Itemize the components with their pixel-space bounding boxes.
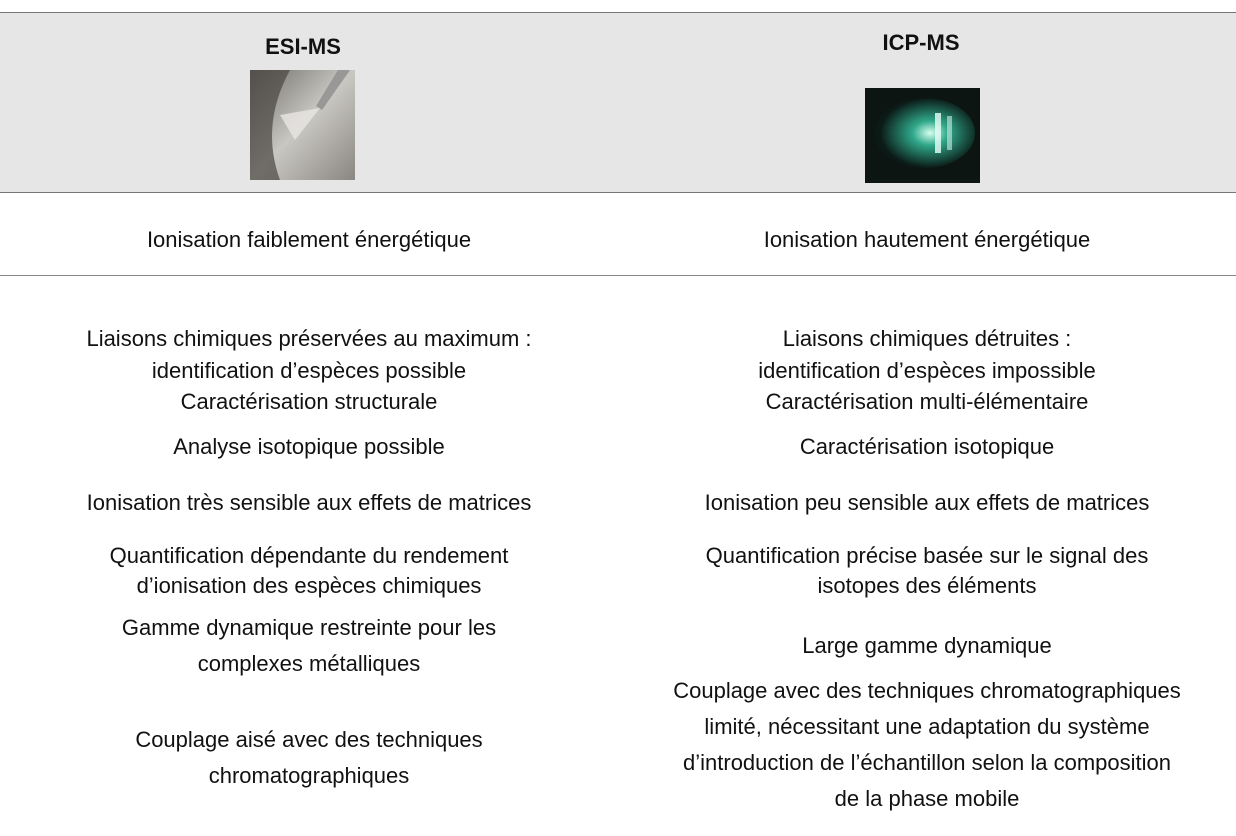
cell-text: Gamme dynamique restreinte pour les [121,615,497,640]
cell-text: Couplage aisé avec des techniques [135,727,483,752]
cell-text: identification d’espèces impossible [758,358,1096,383]
table-cell: Couplage aisé avec des techniques chromat… [0,722,618,794]
table-cell: Analyse isotopique possible [0,430,618,464]
cell-text: Ionisation peu sensible aux effets de ma… [704,490,1150,515]
cell-text: Ionisation hautement énergétique [763,227,1091,252]
cell-text: Ionisation faiblement énergétique [146,227,472,252]
cell-text: Quantification précise basée sur le sign… [705,543,1149,568]
cell-text: limité, nécessitant une adaptation du sy… [704,714,1150,739]
table-cell: Ionisation très sensible aux effets de m… [0,486,618,520]
table-cell: Liaisons chimiques détruites : identifica… [618,323,1236,387]
cell-text: Caractérisation isotopique [799,434,1055,459]
cell-text: Liaisons chimiques préservées au maximum… [86,326,532,351]
table-cell: Couplage avec des techniques chromatogra… [618,673,1236,817]
table-cell: Caractérisation structurale [0,385,618,419]
cell-text: Large gamme dynamique [802,633,1052,658]
cell-text: complexes métalliques [197,651,421,676]
cell-text: isotopes des éléments [817,573,1037,598]
cell-text: Caractérisation multi-élémentaire [765,389,1089,414]
table-cell: Ionisation peu sensible aux effets de ma… [618,486,1236,520]
cell-text: Ionisation très sensible aux effets de m… [86,490,532,515]
table-cell: Quantification précise basée sur le sign… [618,541,1236,601]
cell-text: Quantification dépendante du rendement [109,543,509,568]
cell-text: Couplage avec des techniques chromatogra… [673,678,1181,703]
table-cell: Large gamme dynamique [618,629,1236,663]
cell-text: Liaisons chimiques détruites : [782,326,1072,351]
column-title: ICP-MS [882,30,960,55]
column-title: ESI-MS [265,34,341,59]
table-cell: Quantification dépendante du rendement d’… [0,541,618,601]
table-cell: Gamme dynamique restreinte pour les compl… [0,610,618,682]
table-cell: Ionisation hautement énergétique [618,223,1236,257]
cell-text: de la phase mobile [834,786,1020,811]
cell-text: identification d’espèces possible [151,358,467,383]
cell-text: d’introduction de l’échantillon selon la… [683,750,1171,775]
table-cell: Liaisons chimiques préservées au maximum… [0,323,618,387]
header-band [0,12,1236,193]
icp-image [865,88,980,183]
table-cell: Ionisation faiblement énergétique [0,223,618,257]
cell-text: Analyse isotopique possible [173,434,445,459]
table-cell: Caractérisation multi-élémentaire [618,385,1236,419]
esi-image [250,70,355,180]
cell-text: d’ionisation des espèces chimiques [136,573,482,598]
row-divider [0,275,1236,276]
cell-text: chromatographiques [208,763,410,788]
table-cell: Caractérisation isotopique [618,430,1236,464]
cell-text: Caractérisation structurale [180,389,438,414]
